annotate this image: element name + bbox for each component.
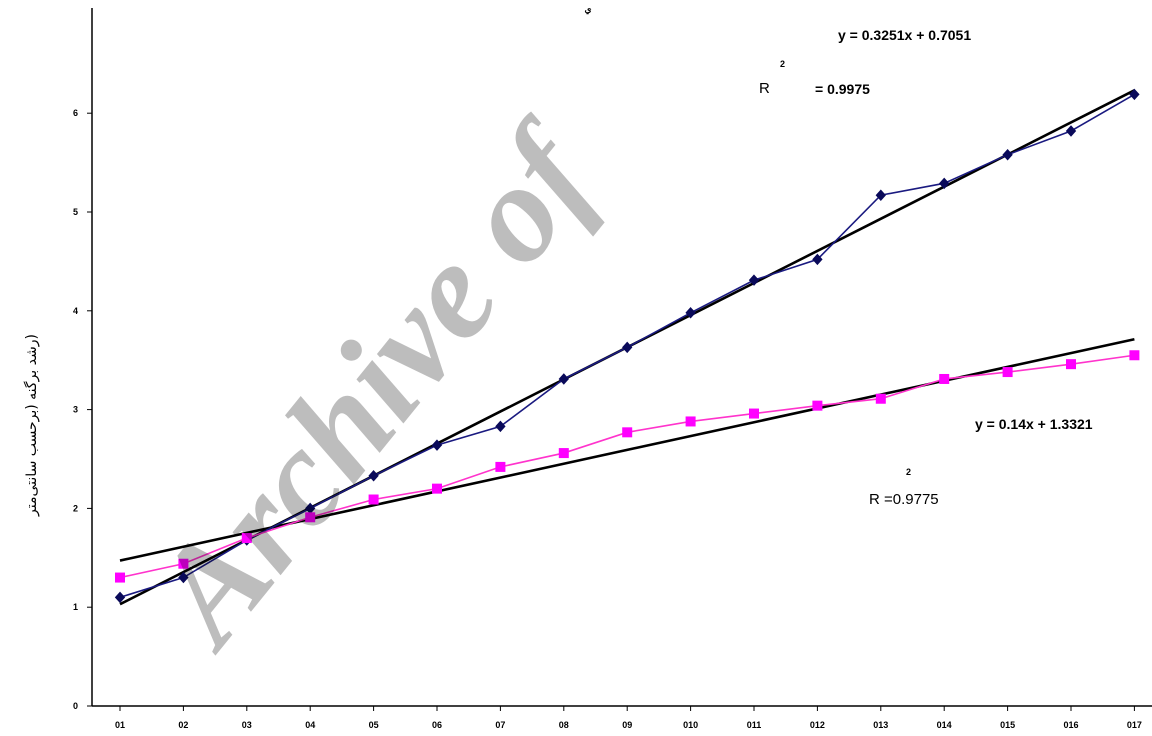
x-tick-label: 07: [495, 720, 505, 730]
series-1-point: [1003, 150, 1012, 160]
series-2-point: [622, 427, 632, 437]
y-tick-label: 6: [73, 108, 78, 118]
x-tick-label: 08: [559, 720, 569, 730]
x-tick-label: 016: [1063, 720, 1078, 730]
y-tick-label: 1: [73, 602, 78, 612]
series-2-point: [876, 394, 886, 404]
series-2-point: [432, 484, 442, 494]
y-tick-label: 0: [73, 701, 78, 711]
x-tick-label: 06: [432, 720, 442, 730]
x-tick-label: 09: [622, 720, 632, 730]
series-2-point: [115, 573, 125, 583]
x-tick-label: 010: [683, 720, 698, 730]
series-2-point: [812, 401, 822, 411]
x-tick-label: 011: [747, 720, 762, 730]
x-tick-label: 017: [1127, 720, 1142, 730]
series-1-point: [496, 421, 505, 431]
series-1-point: [623, 342, 632, 352]
x-tick-label: 01: [115, 720, 125, 730]
x-tick-label: 015: [1000, 720, 1015, 730]
r-squared-value-2: R =0.9775: [869, 491, 939, 508]
y-tick-label: 3: [73, 405, 78, 415]
series-2-point: [749, 409, 759, 419]
series-2-point: [1066, 359, 1076, 369]
series-2-point: [686, 416, 696, 426]
series-2-point: [1129, 350, 1139, 360]
series-1-point: [559, 374, 568, 384]
series-2-point: [559, 448, 569, 458]
series-2-point: [495, 462, 505, 472]
x-tick-label: 02: [178, 720, 188, 730]
series-1-point: [1067, 126, 1076, 136]
y-tick-label: 5: [73, 207, 78, 217]
y-ticks: 0 1 2 3 4 5 6: [73, 108, 92, 711]
trend-equation-2: y = 0.14x + 1.3321: [975, 416, 1093, 432]
r-squared-label-1: R: [759, 80, 770, 97]
r-squared-value-1: = 0.9975: [815, 81, 870, 97]
series-1-point: [116, 592, 125, 602]
chart-title-fragment: ي: [584, 4, 591, 15]
trend-equation-1: y = 0.3251x + 0.7051: [838, 27, 971, 43]
y-tick-label: 2: [73, 503, 78, 513]
x-tick-label: 03: [242, 720, 252, 730]
x-tick-label: 04: [305, 720, 315, 730]
y-axis-label: (رشد برگنه (برحسب سانتی‌متر: [23, 334, 40, 517]
series-2-point: [939, 374, 949, 384]
y-tick-label: 4: [73, 306, 78, 316]
x-tick-label: 013: [873, 720, 888, 730]
x-ticks: 01 02 03 04 05 06 07 08 09 010 011 012 013 014 015 016 0…: [115, 706, 1142, 730]
series-2-point: [1003, 367, 1013, 377]
x-tick-label: 014: [937, 720, 952, 730]
r-squared-superscript-2: 2: [906, 467, 911, 477]
r-squared-superscript-1: 2: [780, 59, 785, 69]
x-tick-label: 012: [810, 720, 825, 730]
x-tick-label: 05: [369, 720, 379, 730]
